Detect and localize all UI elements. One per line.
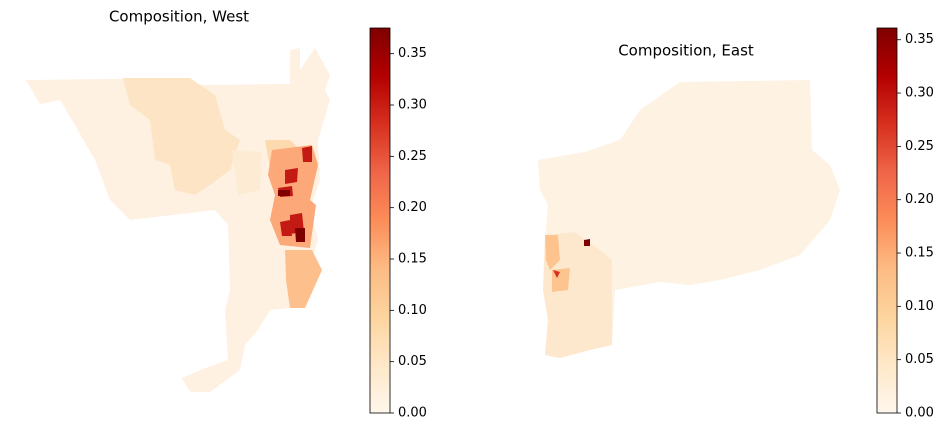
tick-label: 0.00: [398, 406, 427, 421]
map-title: Composition, West: [109, 8, 249, 26]
tick-label: 0.30: [905, 86, 934, 101]
tick-label: 0.30: [398, 98, 427, 113]
map-title: Composition, East: [618, 42, 754, 60]
region: [285, 250, 322, 308]
region: [553, 270, 560, 278]
tick-label: 0.15: [905, 246, 934, 261]
tick-label: 0.15: [398, 252, 427, 267]
tick-label: 0.00: [905, 406, 934, 421]
tick-label: 0.25: [905, 139, 934, 154]
tick-label: 0.25: [398, 149, 427, 164]
region: [278, 190, 305, 242]
region: [123, 78, 240, 195]
region: [545, 235, 570, 292]
region: [538, 80, 840, 358]
region: [543, 232, 612, 358]
tick-label: 0.35: [905, 32, 934, 47]
region: [584, 239, 590, 246]
region: [26, 48, 330, 392]
region: [232, 150, 262, 195]
tick-label: 0.35: [398, 46, 427, 61]
colorbar: [369, 27, 391, 414]
east-map: [538, 80, 840, 358]
tick-label: 0.10: [398, 303, 427, 318]
tick-label: 0.20: [905, 192, 934, 207]
tick-label: 0.20: [398, 200, 427, 215]
west-map: [26, 48, 330, 392]
tick-label: 0.10: [905, 299, 934, 314]
tick-label: 0.05: [905, 352, 934, 367]
colorbar: [876, 27, 898, 414]
tick-label: 0.05: [398, 354, 427, 369]
